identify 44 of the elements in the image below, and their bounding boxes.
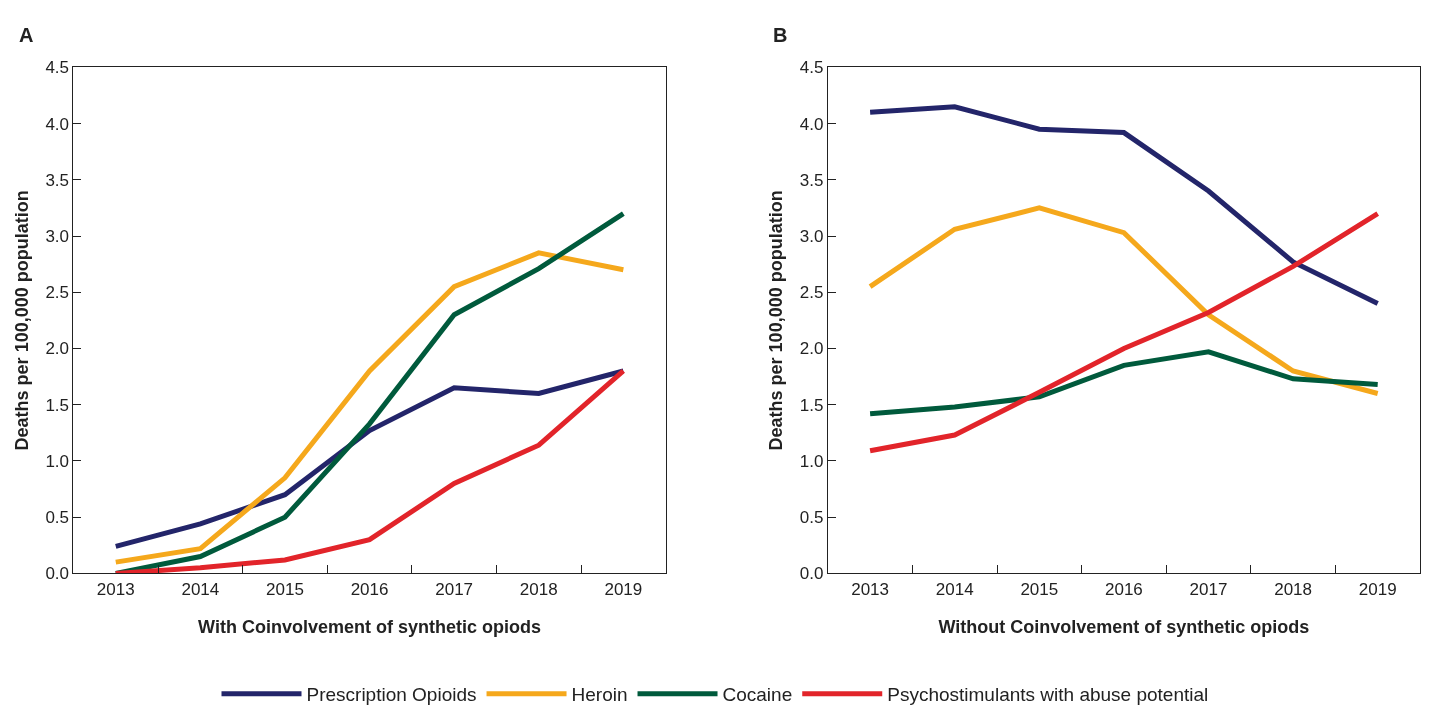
y-tick-label: 2.0 (45, 339, 70, 359)
x-tick-label: 2019 (604, 579, 643, 599)
y-axis-title: Deaths per 100,000 population (11, 190, 32, 451)
y-tick-label: 2.5 (799, 283, 824, 303)
y-tick-label: 1.0 (45, 451, 70, 471)
legend-label: Psychostimulants with abuse potential (887, 684, 1209, 706)
x-axis-title: With Coinvolvement of synthetic opiods (198, 616, 541, 637)
y-tick-label: 4.5 (799, 58, 824, 78)
x-tick-label: 2017 (435, 579, 474, 599)
y-tick-label: 3.5 (799, 170, 824, 190)
y-axis-title: Deaths per 100,000 population (765, 190, 786, 451)
x-tick-label: 2019 (1358, 579, 1397, 599)
x-tick-label: 2018 (1274, 579, 1313, 599)
legend-label: Prescription Opioids (306, 684, 477, 706)
x-tick-label: 2014 (181, 579, 220, 599)
legend-label: Cocaine (722, 684, 793, 706)
x-tick-label: 2015 (1020, 579, 1059, 599)
y-tick-label: 1.5 (45, 395, 70, 415)
chart-title: A (19, 24, 34, 46)
y-tick-label: 3.5 (45, 170, 70, 190)
y-tick-label: 0.0 (799, 564, 824, 584)
y-tick-label: 0.5 (45, 508, 70, 528)
y-tick-label: 2.5 (45, 283, 70, 303)
y-tick-label: 0.0 (45, 564, 70, 584)
y-tick-label: 1.5 (799, 395, 824, 415)
y-tick-label: 2.0 (799, 339, 824, 359)
x-tick-label: 2016 (350, 579, 389, 599)
x-axis-title: Without Coinvolvement of synthetic opiods (938, 616, 1310, 637)
y-tick-label: 3.0 (45, 226, 70, 246)
y-tick-label: 1.0 (799, 451, 824, 471)
x-tick-label: 2015 (266, 579, 304, 599)
x-tick-label: 2014 (935, 579, 974, 599)
legend-label: Heroin (571, 684, 628, 706)
x-tick-label: 2013 (96, 579, 135, 599)
y-tick-label: 4.0 (45, 114, 70, 134)
y-tick-label: 4.5 (45, 58, 70, 78)
x-tick-label: 2016 (1104, 579, 1143, 599)
y-tick-label: 0.5 (799, 508, 824, 528)
x-tick-label: 2018 (519, 579, 558, 599)
chart-title: B (773, 24, 788, 46)
y-tick-label: 3.0 (799, 226, 824, 246)
x-tick-label: 2013 (851, 579, 890, 599)
y-tick-label: 4.0 (799, 114, 824, 134)
x-tick-label: 2017 (1189, 579, 1228, 599)
